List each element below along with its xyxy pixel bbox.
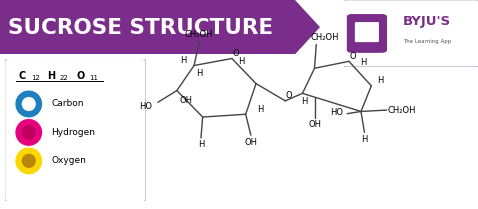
Text: H: H [361,135,368,144]
Circle shape [22,154,35,167]
Text: OH: OH [180,96,193,105]
Text: O: O [350,52,357,61]
Text: SUCROSE STRUCTURE: SUCROSE STRUCTURE [8,18,273,38]
Text: H: H [257,105,263,114]
Text: O: O [76,71,85,81]
Text: O: O [232,49,239,58]
Text: BYJU'S: BYJU'S [403,15,451,28]
Circle shape [16,91,42,117]
FancyBboxPatch shape [355,22,379,42]
Text: H: H [239,57,245,66]
Text: HO: HO [330,108,343,117]
Text: The Learning App: The Learning App [403,39,451,44]
Text: C: C [19,71,26,81]
FancyBboxPatch shape [5,59,146,202]
FancyBboxPatch shape [339,0,478,68]
Text: 11: 11 [89,75,98,81]
Text: OH: OH [308,120,321,129]
Polygon shape [0,0,320,54]
Text: CH₂OH: CH₂OH [311,33,339,42]
Circle shape [22,126,35,139]
Text: OH: OH [244,138,257,147]
Text: H: H [181,56,187,65]
Text: CH₂OH: CH₂OH [185,30,214,39]
Text: 22: 22 [60,75,68,81]
Text: Carbon: Carbon [51,99,84,108]
Circle shape [16,120,42,145]
Text: CH₂OH: CH₂OH [387,106,416,115]
Text: 12: 12 [32,75,41,81]
Text: H: H [196,69,202,78]
Text: H: H [198,140,204,149]
FancyBboxPatch shape [347,14,387,53]
Text: H: H [377,76,383,85]
Text: H: H [301,97,307,106]
Text: HO: HO [140,102,152,111]
Circle shape [22,98,35,110]
Circle shape [16,148,42,174]
Text: Hydrogen: Hydrogen [51,128,95,137]
Text: Oxygen: Oxygen [51,156,86,165]
Text: O: O [285,91,292,100]
Text: H: H [360,58,367,67]
Text: H: H [47,71,55,81]
